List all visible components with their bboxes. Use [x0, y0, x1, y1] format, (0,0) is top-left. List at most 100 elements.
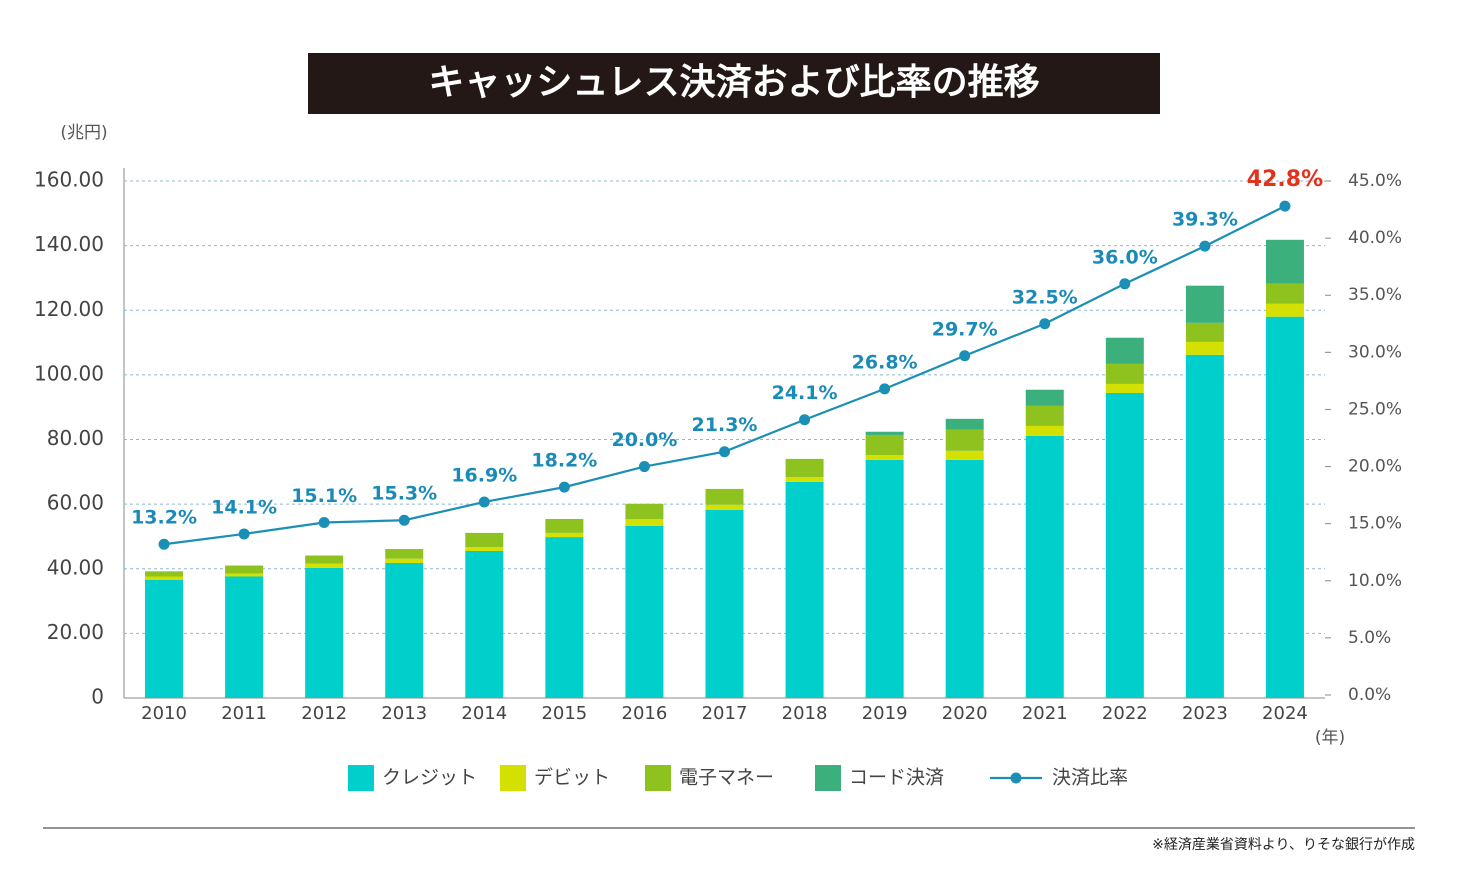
- bar-segment: [945, 450, 984, 460]
- bar-segment: [785, 481, 824, 698]
- value-label: 15.3%: [371, 483, 437, 505]
- y2-tick-label: 40.0%: [1348, 228, 1402, 248]
- bar-segment: [865, 431, 904, 435]
- ratio-point: [719, 446, 730, 458]
- bar-segment: [705, 488, 744, 505]
- ratio-point: [879, 383, 891, 395]
- bar-segment: [865, 459, 904, 698]
- bar-segment: [545, 532, 584, 538]
- value-label: 26.8%: [852, 351, 918, 373]
- y2-tick-label: 0.0%: [1348, 685, 1391, 705]
- y2-tick-label: 20.0%: [1348, 457, 1402, 477]
- x-tick-label: 2019: [862, 703, 908, 724]
- bar-segment: [385, 558, 424, 563]
- x-tick-label: 2024: [1262, 703, 1308, 724]
- value-label: 29.7%: [932, 318, 998, 340]
- legend-marker: [1010, 772, 1022, 784]
- x-tick-label: 2012: [301, 703, 347, 724]
- value-label: 14.1%: [211, 496, 277, 518]
- bar-segment: [705, 504, 744, 510]
- y-tick-label: 0: [91, 685, 104, 709]
- x-tick-label: 2015: [541, 703, 587, 724]
- y-tick-label: 60.00: [47, 491, 104, 515]
- value-label: 36.0%: [1092, 246, 1158, 268]
- legend: クレジット デビット 電子マネー コード決済 決済比率: [348, 765, 1128, 791]
- x-tick-label: 2014: [461, 703, 507, 724]
- ratio-point: [1119, 278, 1131, 290]
- bar-segment: [305, 567, 344, 698]
- bar-segment: [785, 476, 824, 482]
- ratio-point: [959, 350, 971, 362]
- y-tick-label: 20.00: [47, 620, 104, 644]
- x-tick-label: 2023: [1182, 703, 1228, 724]
- value-label: 24.1%: [772, 382, 838, 404]
- value-label: 13.2%: [131, 507, 197, 529]
- x-tick-label: 2021: [1022, 703, 1068, 724]
- value-label: 15.1%: [291, 485, 357, 507]
- ratio-point: [558, 481, 570, 493]
- y2-tick-label: 10.0%: [1348, 571, 1402, 591]
- ratio-point: [1039, 318, 1051, 330]
- ratio-point: [238, 528, 250, 540]
- ratio-point: [158, 538, 170, 550]
- ratio-point: [799, 414, 811, 426]
- bar-segment: [1025, 435, 1064, 698]
- y-tick-label: 80.00: [47, 426, 104, 450]
- y-tick-label: 140.00: [34, 232, 104, 256]
- bar-segment: [625, 525, 664, 698]
- lines: [158, 200, 1291, 550]
- bar-segment: [625, 518, 664, 526]
- bar-segment: [1105, 337, 1144, 364]
- source-note: ※経済産業省資料より、りそな銀行が作成: [1152, 837, 1415, 853]
- ratio-point: [318, 517, 330, 529]
- value-label: 32.5%: [1012, 286, 1078, 308]
- legend-swatch: [645, 765, 671, 791]
- value-label: 42.8%: [1247, 167, 1323, 192]
- bar-segment: [225, 565, 264, 574]
- legend-label: クレジット: [382, 767, 477, 789]
- title-box: [308, 53, 1160, 114]
- bar-segment: [1265, 316, 1304, 698]
- legend-swatch: [815, 765, 841, 791]
- bar-segment: [145, 576, 184, 580]
- value-label: 18.2%: [531, 450, 597, 472]
- bar-segment: [225, 576, 264, 698]
- bar-segment: [1265, 303, 1304, 317]
- y-tick-label: 160.00: [34, 168, 104, 192]
- bar-segment: [145, 579, 184, 698]
- legend-label: 決済比率: [1052, 767, 1128, 789]
- bar-segment: [545, 518, 584, 533]
- x-tick-label: 2011: [221, 703, 267, 724]
- bar-segment: [1025, 405, 1064, 426]
- x-tick-label: 2013: [381, 703, 427, 724]
- x-tick-label: 2016: [622, 703, 668, 724]
- ratio-point: [398, 514, 410, 526]
- bar-segment: [465, 547, 504, 551]
- bar-segment: [145, 571, 184, 577]
- bar-segment: [1185, 354, 1224, 698]
- y2-tick-label: 15.0%: [1348, 514, 1402, 534]
- ratio-point: [478, 496, 490, 508]
- bar-segment: [465, 532, 504, 548]
- bar-segment: [1185, 322, 1224, 342]
- x-tick-label: 2022: [1102, 703, 1148, 724]
- bar-segment: [1105, 383, 1144, 393]
- x-tick-label: 2017: [702, 703, 748, 724]
- labels: 0 20.00 40.00 60.00 80.00 100.00 120.00 140.00 1…: [34, 167, 1402, 724]
- y2-tick-label: 45.0%: [1348, 171, 1402, 191]
- y-tick-label: 120.00: [34, 297, 104, 321]
- bar-segment: [225, 573, 264, 577]
- bar-segment: [305, 555, 344, 564]
- bar-segment: [545, 537, 584, 698]
- x-tick-label: 2020: [942, 703, 988, 724]
- bar-segment: [385, 562, 424, 698]
- bar-segment: [865, 434, 904, 456]
- value-label: 20.0%: [611, 429, 677, 451]
- legend-swatch: [500, 765, 526, 791]
- bar-segment: [945, 429, 984, 451]
- bar-segment: [1105, 363, 1144, 384]
- legend-label: コード決済: [849, 767, 944, 789]
- y2-tick-label: 30.0%: [1348, 342, 1402, 362]
- bar-segment: [785, 458, 824, 477]
